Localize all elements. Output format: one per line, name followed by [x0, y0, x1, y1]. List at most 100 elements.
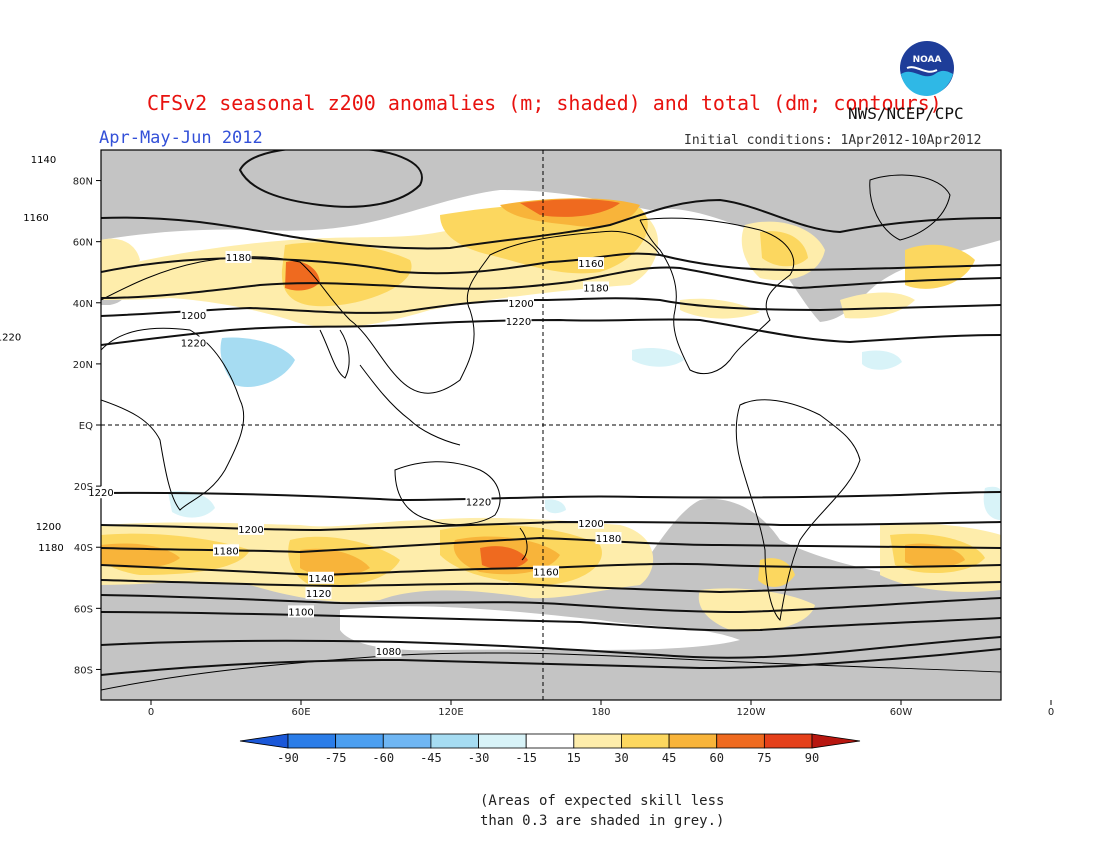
contour-label: 1200 — [181, 311, 206, 322]
contour-label-bg — [288, 605, 314, 618]
contour-label: 1160 — [23, 213, 48, 224]
latitude-axis: 80N 60N 40N 20N EQ 20S 40S 60S 80S — [73, 177, 101, 676]
contour-label: 1180 — [583, 284, 608, 295]
contour-label: 1220 — [0, 332, 21, 343]
skill-note: (Areas of expected skill less than 0.3 ar… — [480, 793, 724, 829]
note-line: (Areas of expected skill less — [480, 793, 724, 809]
contour-label-bg — [533, 565, 559, 578]
legend-label: 15 — [567, 751, 581, 765]
contour-label: 1160 — [533, 568, 558, 579]
contour-label-bg — [508, 296, 534, 309]
contour-label: 1220 — [466, 497, 491, 508]
legend-label: 45 — [662, 751, 676, 765]
lat-label: 60S — [74, 604, 93, 615]
contour-label: 1220 — [88, 488, 113, 499]
lat-label: 60N — [73, 238, 93, 249]
contour-label-bg — [465, 495, 492, 508]
lat-label: 20S — [74, 482, 93, 493]
legend-swatch — [478, 733, 527, 749]
legend-swatch — [239, 733, 289, 749]
legend-swatch — [668, 733, 718, 749]
anomaly-shading — [101, 150, 1001, 700]
legend-label: 75 — [757, 751, 771, 765]
contour-label-bg — [180, 336, 207, 349]
longitude-axis: 0 60E 120E 180 120W 60W 0 — [148, 700, 1054, 718]
contour-label: 1180 — [226, 253, 251, 264]
contour-label-bg — [30, 153, 57, 166]
legend-label: 90 — [805, 751, 819, 765]
lon-label: 0 — [148, 707, 154, 718]
contour-label-bg — [238, 522, 264, 535]
contour-label-bg — [595, 532, 622, 545]
contour-label: 1200 — [36, 522, 61, 533]
lon-label: 60W — [890, 707, 913, 718]
legend-swatch — [811, 733, 861, 749]
contour-label-bg — [375, 645, 402, 658]
forecast-period: Apr-May-Jun 2012 — [99, 128, 263, 148]
contour-label-bg — [0, 330, 22, 343]
lat-label: 80S — [74, 665, 93, 676]
legend-swatch — [763, 733, 813, 749]
svg-text:NOAA: NOAA — [913, 55, 942, 65]
legend-label: -30 — [468, 751, 490, 765]
contour-label-layer: 1140 1160 1180 1200 1220 1160 1180 1200 1220 1160… — [0, 153, 622, 658]
contour-label-bg — [88, 486, 114, 499]
contour-label: 1120 — [306, 589, 331, 600]
contour-label-bg — [305, 587, 332, 600]
legend-label: -75 — [325, 751, 347, 765]
legend-label: -45 — [420, 751, 442, 765]
lon-label: 60E — [291, 707, 310, 718]
color-legend: -90 -75 -60 -45 -30 -15 15 30 45 60 75 90 — [239, 733, 861, 765]
legend-label: -90 — [277, 751, 299, 765]
contour-label: 1100 — [288, 607, 313, 618]
contour-label-bg — [583, 281, 609, 294]
noaa-logo-icon: NOAA — [898, 39, 956, 97]
note-line: than 0.3 are shaded in grey.) — [480, 813, 724, 829]
contour-label: 1200 — [578, 519, 603, 530]
contour-label: 1160 — [578, 259, 603, 270]
contour-label-bg — [180, 309, 207, 321]
lat-label: 40N — [73, 299, 93, 310]
contour-label-bg — [225, 250, 252, 263]
contour-label-bg — [23, 211, 49, 224]
legend-swatch — [335, 733, 384, 749]
contour-label: 1220 — [506, 317, 531, 328]
legend-swatch — [573, 733, 622, 749]
contour-label-bg — [38, 541, 64, 554]
lon-label: 0 — [1048, 707, 1054, 718]
contour-label-bg — [578, 257, 604, 270]
coastlines — [101, 174, 1001, 691]
contour-label-bg — [213, 544, 239, 557]
contour-label: 1080 — [376, 647, 401, 658]
contour-label: 1180 — [38, 543, 63, 554]
contour-label-bg — [505, 315, 532, 328]
contour-label-bg — [308, 571, 334, 584]
legend-label: -15 — [515, 751, 537, 765]
contour-label-bg — [35, 519, 62, 532]
legend-swatch — [716, 733, 765, 749]
agency-label: NWS/NCEP/CPC — [848, 104, 964, 123]
map-title: CFSv2 seasonal z200 anomalies (m; shaded… — [147, 91, 942, 115]
contour-label: 1220 — [181, 339, 206, 350]
lat-label: EQ — [79, 421, 93, 432]
lat-label: 20N — [73, 360, 93, 371]
lat-label: 80N — [73, 177, 93, 188]
legend-label: 30 — [614, 751, 628, 765]
lon-label: 120W — [737, 707, 766, 718]
contour-label: 1180 — [213, 546, 238, 557]
lon-label: 120E — [438, 707, 463, 718]
initial-conditions: Initial conditions: 1Apr2012-10Apr2012 — [684, 133, 982, 148]
contour-label: 1180 — [596, 534, 621, 545]
legend-swatch — [621, 733, 670, 749]
legend-label: -60 — [372, 751, 394, 765]
legend-swatch — [382, 733, 432, 749]
contour-label-bg — [578, 516, 604, 529]
legend-swatch — [287, 733, 337, 749]
lon-label: 180 — [591, 707, 610, 718]
legend-swatch — [430, 733, 479, 749]
legend-swatch — [525, 733, 575, 749]
contour-label: 1140 — [31, 155, 56, 166]
contour-label: 1140 — [308, 574, 333, 585]
lat-label: 40S — [74, 543, 93, 554]
